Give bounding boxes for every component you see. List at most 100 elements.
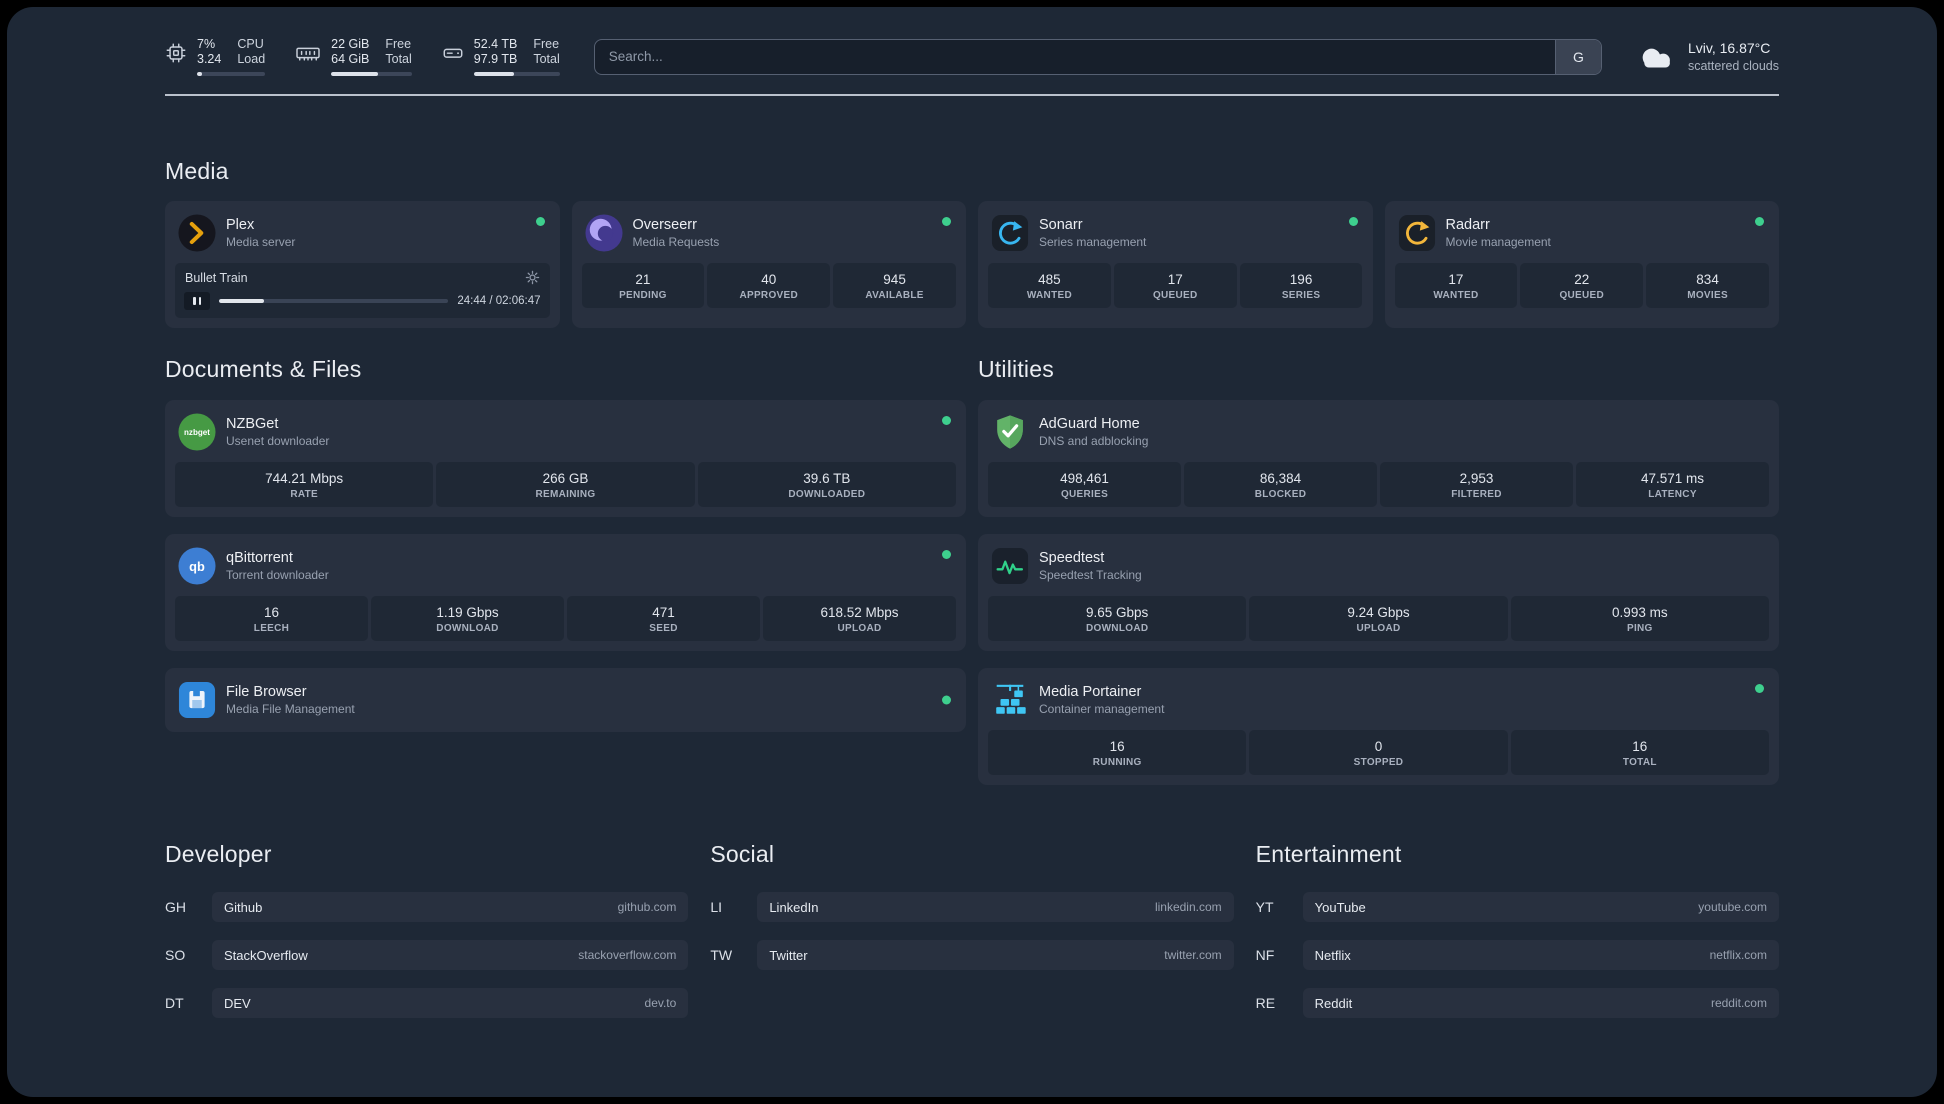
cpu-label: CPU <box>237 37 264 51</box>
stat-label: SEED <box>649 623 678 634</box>
bookmark-group-title: Developer <box>165 841 272 867</box>
stat-label: PING <box>1626 623 1653 634</box>
bookmark-url: stackoverflow.com <box>578 948 677 962</box>
service-link-speedtest[interactable]: Speedtest Speedtest Tracking <box>988 544 1769 596</box>
search-bar: G <box>593 38 1602 75</box>
documents-section-title: Documents & Files <box>165 356 362 382</box>
stat-value: 17 <box>1167 272 1183 287</box>
bookmark-group-entertainment: Entertainment YT YouTube youtube.com NF … <box>1256 841 1779 1036</box>
qbittorrent-icon: qb <box>178 547 216 585</box>
service-link-radarr[interactable]: Radarr Movie management <box>1395 211 1770 263</box>
bookmark-group-title: Entertainment <box>1255 841 1402 867</box>
bookmark-link-reddit[interactable]: Reddit reddit.com <box>1302 988 1779 1018</box>
stat-block: 9.24 Gbps UPLOAD <box>1249 596 1508 641</box>
service-stats: 485 WANTED 17 QUEUED 196 SERIES <box>988 263 1363 308</box>
stat-value: 86,384 <box>1259 471 1302 486</box>
search-input[interactable] <box>594 39 1555 74</box>
status-dot <box>942 217 951 226</box>
memory-progress-bar <box>331 72 412 76</box>
stat-label: MOVIES <box>1687 290 1728 301</box>
bookmark-link-stackoverflow[interactable]: StackOverflow stackoverflow.com <box>212 940 689 970</box>
bookmark-url: youtube.com <box>1698 900 1767 914</box>
bookmark-item: YT YouTube youtube.com <box>1256 892 1779 922</box>
bookmark-item: LI LinkedIn linkedin.com <box>710 892 1234 922</box>
service-link-plex[interactable]: Plex Media server <box>175 211 550 263</box>
service-link-overseerr[interactable]: Overseerr Media Requests <box>582 211 957 263</box>
bookmark-group-social: Social LI LinkedIn linkedin.com TW Twitt… <box>710 841 1234 988</box>
header-divider <box>165 94 1779 96</box>
service-link-adguard[interactable]: AdGuard Home DNS and adblocking <box>988 410 1769 462</box>
stat-label: REMAINING <box>535 489 596 500</box>
stat-block: 16 RUNNING <box>988 730 1247 775</box>
service-link-qbittorrent[interactable]: qb qBittorrent Torrent downloader <box>175 544 956 596</box>
bookmark-name: StackOverflow <box>224 947 308 963</box>
status-dot <box>1348 217 1358 226</box>
bookmark-abbr: LI <box>710 899 723 915</box>
service-card-sonarr: Sonarr Series management 485 WANTED 17 Q… <box>978 201 1373 328</box>
bookmarks-section: Developer GH Github github.com SO StackO… <box>165 841 1779 1036</box>
stat-block: 17 QUEUED <box>1113 263 1237 308</box>
bookmark-link-youtube[interactable]: YouTube youtube.com <box>1302 892 1779 922</box>
stat-block: 9.65 Gbps DOWNLOAD <box>988 596 1247 641</box>
gear-icon[interactable] <box>525 270 540 285</box>
bookmark-abbr: SO <box>165 947 186 963</box>
bookmark-link-github[interactable]: Github github.com <box>212 892 689 922</box>
stat-block: 22 QUEUED <box>1520 263 1644 308</box>
stat-label: RUNNING <box>1092 757 1142 768</box>
status-dot <box>1755 217 1764 226</box>
service-link-portainer[interactable]: Media Portainer Container management <box>988 678 1769 730</box>
pause-button[interactable] <box>184 292 210 310</box>
stat-block: 40 APPROVED <box>707 263 831 308</box>
stat-label: LATENCY <box>1648 489 1697 500</box>
stat-value: 40 <box>761 272 777 287</box>
stat-block: 196 SERIES <box>1239 263 1363 308</box>
stat-label: PENDING <box>619 290 667 301</box>
memory-total: 64 GiB <box>331 52 370 66</box>
nzbget-icon: nzbget <box>178 413 216 451</box>
bookmark-url: netflix.com <box>1709 948 1767 962</box>
service-name: qBittorrent <box>226 550 293 566</box>
service-name: File Browser <box>226 684 307 700</box>
disk-progress-bar <box>473 72 560 76</box>
plex-icon <box>178 214 216 252</box>
bookmark-link-linkedin[interactable]: LinkedIn linkedin.com <box>757 892 1234 922</box>
bookmark-name: Twitter <box>769 947 808 963</box>
stat-label: APPROVED <box>739 290 798 301</box>
stat-label: QUERIES <box>1060 489 1109 500</box>
top-bar: 7% 3.24 CPU Load <box>165 37 1779 76</box>
seek-bar[interactable] <box>219 299 449 303</box>
bookmark-item: SO StackOverflow stackoverflow.com <box>165 940 689 970</box>
service-subtitle: Container management <box>1039 702 1165 716</box>
service-card-overseerr: Overseerr Media Requests 21 PENDING 40 A… <box>571 201 966 328</box>
bookmark-item: DT DEV dev.to <box>165 988 689 1018</box>
bookmark-link-netflix[interactable]: Netflix netflix.com <box>1302 940 1779 970</box>
stat-block: 1.19 Gbps DOWNLOAD <box>371 596 564 641</box>
service-link-filebrowser[interactable]: File Browser Media File Management <box>175 678 956 722</box>
service-link-nzbget[interactable]: nzbget NZBGet Usenet downloader <box>175 410 956 462</box>
bookmark-link-twitter[interactable]: Twitter twitter.com <box>757 940 1234 970</box>
stat-label: QUEUED <box>1152 290 1198 301</box>
bookmark-group-title: Social <box>710 841 775 867</box>
bookmark-url: dev.to <box>644 996 677 1010</box>
service-subtitle: Series management <box>1039 235 1147 249</box>
service-card-qbittorrent: qb qBittorrent Torrent downloader 16 LEE… <box>165 534 966 651</box>
service-name: Overseerr <box>632 217 697 233</box>
service-link-sonarr[interactable]: Sonarr Series management <box>988 211 1363 263</box>
stat-value: 0 <box>1374 739 1383 754</box>
bookmark-link-dev[interactable]: DEV dev.to <box>212 988 689 1018</box>
stat-block: 744.21 Mbps RATE <box>175 462 434 507</box>
stat-block: 39.6 TB DOWNLOADED <box>697 462 956 507</box>
ram-icon <box>295 42 321 64</box>
weather-location: Lviv, 16.87°C <box>1687 40 1771 56</box>
search-provider-button[interactable]: G <box>1554 39 1601 74</box>
stat-label: UPLOAD <box>837 623 882 634</box>
bookmark-name: Github <box>224 899 263 915</box>
stat-label: QUEUED <box>1559 290 1605 301</box>
stat-block: 266 GB REMAINING <box>436 462 695 507</box>
service-stats: 9.65 Gbps DOWNLOAD 9.24 Gbps UPLOAD 0.99… <box>988 596 1769 641</box>
service-name: Sonarr <box>1039 217 1083 233</box>
bookmark-abbr: DT <box>165 995 184 1011</box>
bookmark-url: github.com <box>617 900 677 914</box>
stat-value: 196 <box>1289 272 1313 287</box>
stat-block: 0 STOPPED <box>1249 730 1508 775</box>
